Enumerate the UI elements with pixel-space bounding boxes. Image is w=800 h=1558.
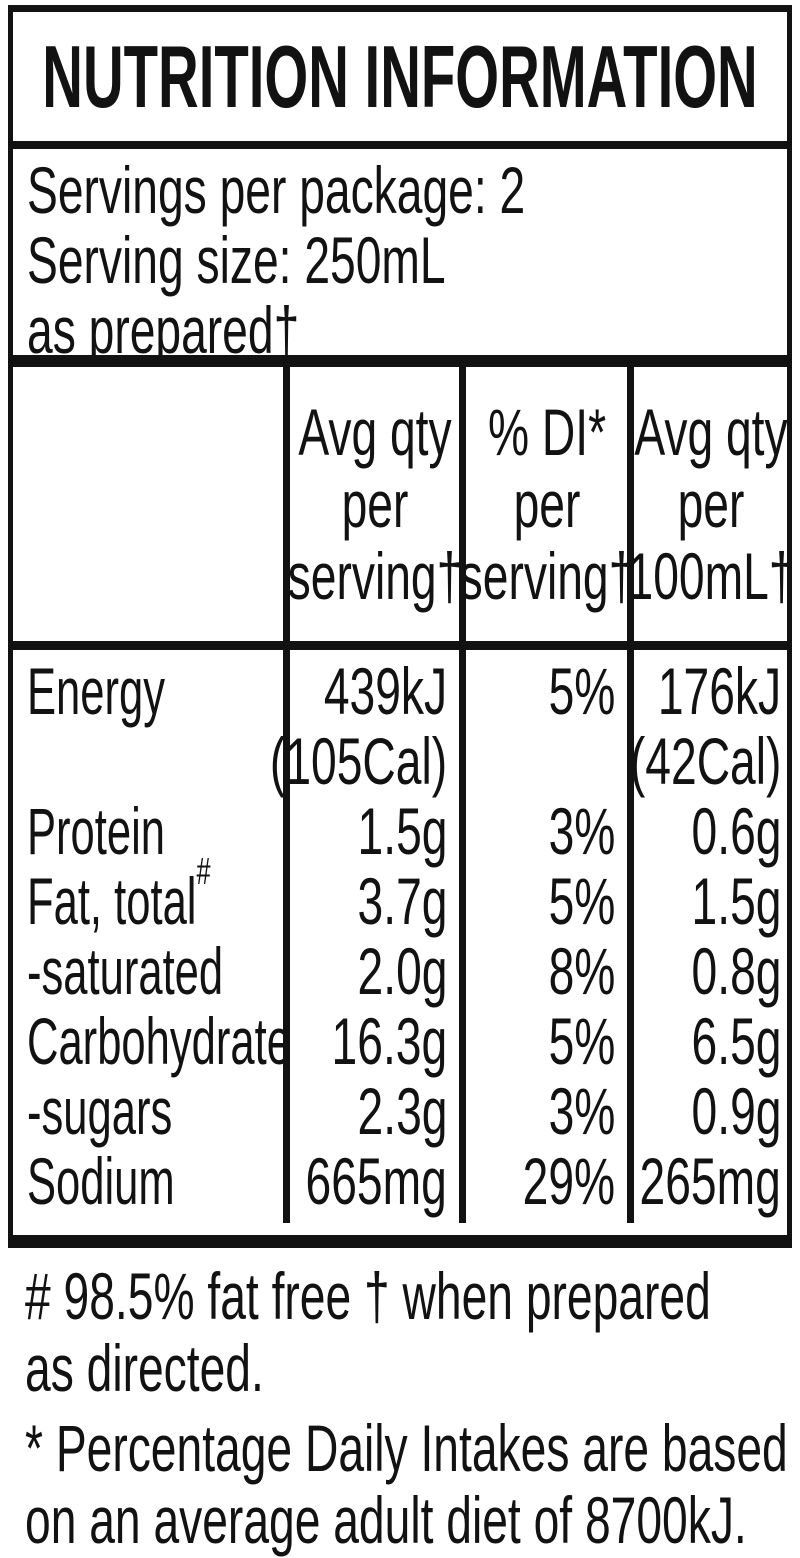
footnote-daily-intake-line2: on an average adult diet of 8700kJ. — [25, 1483, 747, 1557]
row-carbohydrate-qty-serving: 16.3g — [331, 1004, 447, 1078]
serving-size-note: as prepared† — [27, 293, 300, 367]
header-col-nutrient — [13, 367, 283, 641]
row-sodium-label: Sodium — [27, 1144, 175, 1218]
row-energy-qty-100ml: 176kJ — [657, 654, 781, 728]
row-protein-di: 3% — [548, 794, 615, 868]
row-energy-qty-serving-cal: (105Cal) — [269, 724, 447, 798]
row-fat-total-text: Fat, total — [27, 864, 197, 938]
footnote-fat-free: # 98.5% fat free † when prepared as dire… — [25, 1260, 792, 1404]
row-saturated-qty-serving: 2.0g — [357, 934, 447, 1008]
row-fat-total-qty-serving: 3.7g — [357, 864, 447, 938]
row-energy-di: 5% — [548, 654, 615, 728]
row-saturated-label: -saturated — [27, 934, 224, 1008]
footnote-fat-free-line1: # 98.5% fat free † when prepared — [25, 1259, 711, 1333]
footnotes: # 98.5% fat free † when prepared as dire… — [8, 1260, 792, 1556]
header-daily-intake-line3: serving† — [459, 539, 634, 613]
row-energy-qty-serving: 439kJ — [323, 654, 447, 728]
row-carbohydrate-label: Carbohydrate — [27, 1004, 291, 1078]
column-nutrient-labels: Energy Protein Fat, total# -saturated Ca… — [13, 650, 291, 1223]
row-sugars-di: 3% — [548, 1074, 615, 1148]
row-sugars-label: -sugars — [27, 1074, 173, 1148]
servings-per-package: Servings per package: 2 — [27, 153, 526, 227]
row-saturated-qty-100ml: 0.8g — [691, 934, 781, 1008]
column-qty-per-serving: 439kJ (105Cal) 1.5g 3.7g 2.0g 16.3g 2.3g… — [270, 650, 459, 1223]
fat-free-footnote-marker: # — [196, 849, 211, 893]
header-avg-qty-serving-line2: per — [341, 467, 408, 541]
header-avg-qty-100ml-line1: Avg qty — [633, 395, 788, 469]
nutrition-panel: NUTRITION INFORMATION Servings per packa… — [8, 5, 794, 1248]
header-avg-qty-100ml-line3: 100mL† — [627, 539, 794, 613]
row-fat-total-di: 5% — [548, 864, 615, 938]
row-protein-label: Protein — [27, 794, 166, 868]
row-fat-total-label: Fat, total# — [27, 852, 211, 934]
row-carbohydrate-qty-100ml: 6.5g — [691, 1004, 781, 1078]
row-sodium-qty-100ml: 265mg — [639, 1144, 781, 1218]
table-header: Avg qty per serving† % DI* per serving† … — [13, 367, 794, 650]
header-daily-intake-line1: % DI* — [487, 395, 606, 469]
header-avg-qty-100ml-line2: per — [677, 467, 744, 541]
row-energy-label-spacer — [13, 726, 283, 796]
footnote-daily-intake: * Percentage Daily Intakes are based on … — [25, 1412, 792, 1556]
column-daily-intake-pct: 5% 3% 5% 8% 5% 3% 29% — [459, 650, 627, 1223]
footnote-daily-intake-line1: * Percentage Daily Intakes are based — [25, 1411, 788, 1485]
row-sodium-di: 29% — [522, 1144, 615, 1218]
row-energy-qty-100ml-cal: (42Cal) — [629, 724, 781, 798]
header-daily-intake-line2: per — [513, 467, 580, 541]
footnote-fat-free-line2: as directed. — [25, 1331, 264, 1405]
serving-info-section: Servings per package: 2 Serving size: 25… — [13, 149, 787, 367]
row-sugars-qty-100ml: 0.9g — [691, 1074, 781, 1148]
header-col-avg-qty-100ml: Avg qty per 100mL† — [627, 367, 794, 641]
row-protein-qty-100ml: 0.6g — [691, 794, 781, 868]
row-energy-di-spacer — [466, 726, 627, 796]
serving-size: Serving size: 250mL — [27, 223, 446, 297]
page-title: NUTRITION INFORMATION — [42, 26, 758, 126]
table-body: Energy Protein Fat, total# -saturated Ca… — [13, 650, 787, 1223]
row-energy-label: Energy — [27, 654, 166, 728]
title-section: NUTRITION INFORMATION — [13, 12, 787, 149]
header-col-avg-qty-serving: Avg qty per serving† — [283, 367, 462, 641]
row-fat-total-qty-100ml: 1.5g — [691, 864, 781, 938]
row-protein-qty-serving: 1.5g — [357, 794, 447, 868]
header-avg-qty-serving-line1: Avg qty — [297, 395, 452, 469]
header-col-daily-intake: % DI* per serving† — [459, 367, 634, 641]
row-saturated-di: 8% — [548, 934, 615, 1008]
header-avg-qty-serving-line3: serving† — [287, 539, 462, 613]
row-carbohydrate-di: 5% — [548, 1004, 615, 1078]
row-sodium-qty-serving: 665mg — [305, 1144, 447, 1218]
column-qty-per-100ml: 176kJ (42Cal) 0.6g 1.5g 0.8g 6.5g 0.9g 2… — [627, 650, 787, 1223]
row-sugars-qty-serving: 2.3g — [357, 1074, 447, 1148]
